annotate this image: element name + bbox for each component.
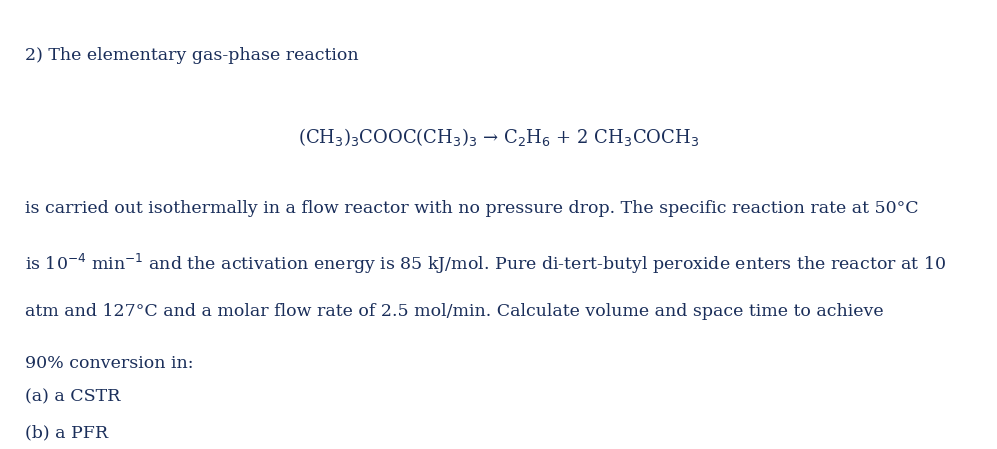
Text: is 10$^{-4}$ min$^{-1}$ and the activation energy is 85 kJ/mol. Pure di-tert-but: is 10$^{-4}$ min$^{-1}$ and the activati…: [25, 251, 946, 276]
Text: (b) a PFR: (b) a PFR: [25, 424, 108, 441]
Text: 2) The elementary gas-phase reaction: 2) The elementary gas-phase reaction: [25, 47, 359, 64]
Text: (a) a CSTR: (a) a CSTR: [25, 388, 121, 405]
Text: (CH$_3$)$_3$COOC(CH$_3$)$_3$ → C$_2$H$_6$ + 2 CH$_3$COCH$_3$: (CH$_3$)$_3$COOC(CH$_3$)$_3$ → C$_2$H$_6…: [298, 126, 699, 148]
Text: is carried out isothermally in a flow reactor with no pressure drop. The specifi: is carried out isothermally in a flow re…: [25, 200, 918, 217]
Text: atm and 127°C and a molar flow rate of 2.5 mol/min. Calculate volume and space t: atm and 127°C and a molar flow rate of 2…: [25, 303, 883, 320]
Text: 90% conversion in:: 90% conversion in:: [25, 355, 193, 372]
